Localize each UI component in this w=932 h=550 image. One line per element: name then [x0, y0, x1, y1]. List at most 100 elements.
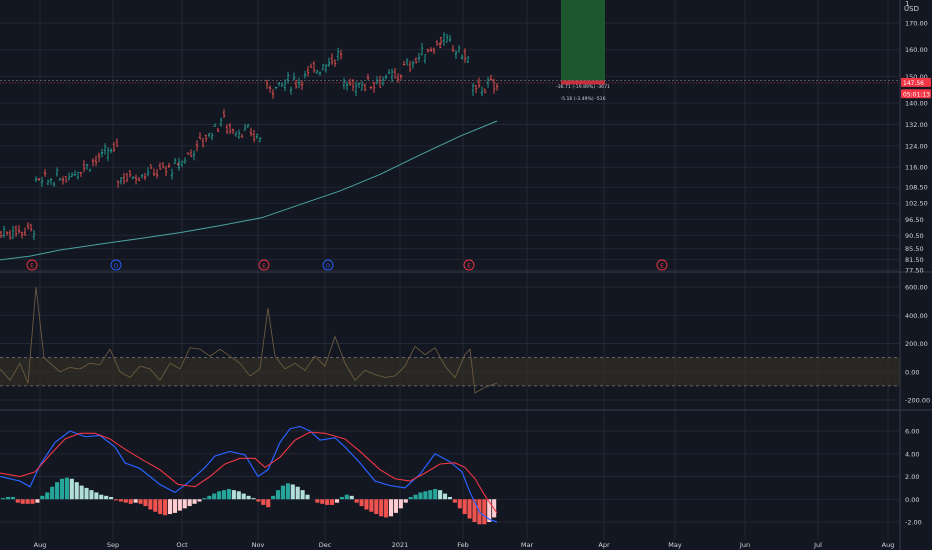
macd-histogram-bar [251, 498, 256, 500]
macd-histogram-bar [148, 499, 153, 510]
macd-histogram-bar [84, 487, 89, 500]
macd-histogram-bar [472, 499, 477, 522]
x-tick-label: May [668, 541, 682, 549]
macd-histogram-bar [226, 489, 232, 500]
macd-histogram-bar [35, 499, 40, 503]
event-marker-label: E [660, 264, 664, 270]
event-marker-label: E [30, 264, 34, 270]
macd-histogram-bar [217, 491, 222, 500]
macd-histogram-bar [50, 486, 55, 500]
macd-tick-label: 4.00 [905, 450, 919, 458]
macd-histogram-bar [40, 495, 45, 500]
macd-tick-label: -2.00 [905, 519, 922, 527]
macd-histogram-bar [69, 478, 74, 500]
macd-histogram-bar [349, 495, 354, 500]
macd-histogram-bar [423, 491, 428, 500]
macd-histogram-bar [271, 495, 276, 500]
macd-histogram-bar [202, 498, 207, 500]
macd-histogram-bar [457, 499, 462, 509]
macd-histogram-bar [438, 490, 443, 500]
price-tick-label: 140.00 [905, 100, 928, 108]
event-marker-d[interactable] [322, 259, 334, 271]
macd-histogram-bar [25, 499, 30, 504]
event-marker-label: D [326, 264, 330, 270]
macd-histogram-bar [462, 499, 467, 515]
event-marker-label: E [467, 264, 471, 270]
event-marker-e[interactable] [26, 259, 38, 271]
macd-histogram-bar [295, 486, 300, 500]
price-tick-label: 150.00 [905, 73, 928, 81]
macd-histogram-bar [143, 499, 148, 507]
price-badge [901, 77, 931, 87]
macd-histogram-bar [330, 499, 335, 505]
x-tick-label: Aug [882, 541, 895, 549]
macd-histogram-bar [374, 499, 379, 515]
macd-histogram-bar [379, 499, 384, 517]
macd-histogram-bar [428, 490, 433, 500]
price-tick-label: 160.00 [905, 46, 928, 54]
macd-histogram-bar [118, 499, 123, 502]
x-tick-label: 2021 [392, 541, 409, 549]
macd-histogram-bar [45, 492, 50, 500]
macd-histogram-bar [315, 499, 320, 503]
macd-histogram-bar [261, 499, 266, 505]
event-marker-label: D [114, 264, 118, 270]
macd-histogram-bar [418, 492, 423, 500]
osc-tick-label: 0.00 [905, 368, 919, 376]
macd-histogram-bar [388, 499, 394, 517]
oscillator-panel[interactable] [0, 286, 900, 394]
macd-histogram-bar [30, 499, 35, 504]
macd-histogram-bar [172, 499, 177, 513]
macd-histogram-bar [369, 499, 374, 512]
macd-histogram-bar [221, 490, 227, 500]
event-marker-d[interactable] [110, 259, 122, 271]
macd-histogram-bar [197, 499, 202, 502]
macd-histogram-bar [177, 499, 182, 511]
osc-tick-label: 200.00 [905, 340, 928, 348]
price-panel[interactable]: -36.71 (-19.89%) -3671 -5.16 (-3.49%) -51… [0, 0, 900, 271]
price-tick-label: 81.50 [905, 256, 924, 264]
macd-panel[interactable] [0, 425, 498, 525]
macd-histogram-bar [231, 490, 236, 500]
macd-histogram-bar [398, 499, 403, 509]
macd-tick-label: 0.00 [905, 496, 919, 504]
macd-histogram-bar [15, 499, 20, 503]
macd-histogram-bar [163, 499, 168, 516]
signal-line [0, 431, 498, 514]
macd-histogram-bar [10, 496, 15, 500]
price-tick-label: 85.50 [905, 245, 924, 253]
macd-histogram-bar [167, 499, 173, 515]
macd-histogram-bar [403, 499, 408, 503]
price-badge-text: 05:01:13 [903, 91, 930, 98]
macd-histogram-bar [1, 498, 6, 500]
macd-histogram-bar [359, 499, 364, 507]
macd-histogram-bar [290, 484, 295, 500]
x-tick-label: Dec [319, 541, 332, 549]
macd-histogram-bar [433, 489, 438, 500]
event-marker-e[interactable] [463, 259, 475, 271]
moving-average-line [0, 120, 498, 261]
macd-histogram-bar [74, 482, 79, 500]
macd-histogram-bar [305, 494, 310, 500]
price-tick-label: 77.50 [905, 267, 924, 275]
macd-histogram-bar [99, 494, 104, 500]
macd-histogram-bar [89, 490, 94, 500]
event-marker-label: E [262, 264, 266, 270]
position-profit-zone[interactable] [561, 0, 605, 81]
event-marker-e[interactable] [258, 259, 270, 271]
macd-line [0, 425, 498, 523]
macd-histogram-bar [339, 496, 344, 500]
event-marker-e[interactable] [656, 259, 668, 271]
price-tick-label: 96.50 [905, 216, 924, 224]
macd-histogram-bar [236, 491, 241, 500]
macd-tick-label: 2.00 [905, 473, 919, 481]
macd-histogram-bar [246, 495, 251, 500]
macd-histogram-bar [467, 499, 472, 519]
macd-histogram-bar [64, 477, 69, 500]
macd-histogram-bar [187, 499, 192, 507]
price-tick-label: 124.00 [905, 142, 928, 150]
position-stop-zone[interactable] [561, 80, 605, 85]
macd-histogram-bar [55, 482, 60, 500]
